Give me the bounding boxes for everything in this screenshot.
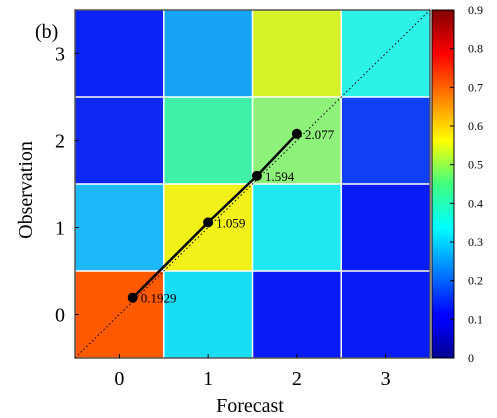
- heatmap-cells: [75, 10, 430, 358]
- colorbar-tick-label: 0.8: [468, 42, 483, 56]
- heatmap-cell-f2-o1: [252, 184, 342, 271]
- y-axis-label: Observation: [15, 141, 37, 239]
- x-tick-label: 0: [114, 368, 124, 390]
- heatmap-cell-f0-o0: [75, 271, 164, 358]
- colorbar: [431, 9, 455, 359]
- diagonal-line: [74, 9, 431, 359]
- colorbar-tick-label: 0.9: [468, 3, 483, 17]
- y-tick-label: 3: [55, 44, 65, 66]
- colorbar-tick-label: 0.6: [468, 119, 483, 133]
- data-label: 1.594: [265, 169, 295, 184]
- y-tick-label: 1: [55, 218, 65, 240]
- heatmap-cell-f2-o0: [252, 271, 342, 358]
- data-label: 1.059: [216, 215, 245, 230]
- heatmap-cell-f0-o2: [75, 97, 164, 184]
- series-point: [203, 217, 214, 228]
- heatmap-cell-f0-o3: [75, 10, 164, 97]
- data-label: 0.1929: [141, 291, 177, 306]
- colorbar-tick-label: 0.7: [468, 80, 483, 94]
- heatmap-cell-f1-o2: [163, 97, 253, 184]
- series-point: [127, 292, 138, 303]
- colorbar-tick-label: 0.3: [468, 235, 483, 249]
- heatmap-cell-f0-o1: [75, 184, 164, 271]
- x-tick-label: 3: [381, 368, 391, 390]
- panel-label: (b): [35, 21, 58, 43]
- x-axis-ticks: 0 1 2 3: [114, 354, 391, 390]
- heatmap-cell-f3-o2: [341, 97, 430, 184]
- colorbar-tick-label: 0.4: [468, 196, 483, 210]
- colorbar-tick-label: 0.2: [468, 274, 483, 288]
- series-line: [131, 132, 298, 299]
- diagonal-reference-line: [74, 9, 431, 359]
- data-label: 2.077: [305, 127, 335, 142]
- series-point: [251, 170, 262, 181]
- colorbar-ticks: 0 0.1 0.2 0.3 0.4 0.5 0.6 0.7 0.8 0.9: [450, 3, 483, 365]
- series-point: [291, 128, 302, 139]
- y-tick-label: 0: [55, 305, 65, 327]
- colorbar-tick-label: 0: [468, 351, 474, 365]
- heatmap-cell-f3-o1: [341, 184, 430, 271]
- heatmap-cell-f2-o3: [252, 10, 342, 97]
- heatmap-cell-f3-o0: [341, 271, 430, 358]
- x-tick-label: 1: [203, 368, 213, 390]
- plot-frame: [74, 9, 431, 359]
- colorbar-tick-label: 0.1: [468, 312, 483, 326]
- heatmap-cell-f1-o0: [163, 271, 253, 358]
- x-axis-label: Forecast: [216, 395, 284, 417]
- y-axis-ticks: 0 1 2 3: [55, 44, 79, 327]
- heatmap-cell-f1-o3: [163, 10, 253, 97]
- x-tick-label: 2: [292, 368, 302, 390]
- colorbar-tick-label: 0.5: [468, 158, 483, 172]
- y-tick-label: 2: [55, 131, 65, 153]
- line-series: 0.1929 1.059 1.594 2.077: [127, 127, 335, 306]
